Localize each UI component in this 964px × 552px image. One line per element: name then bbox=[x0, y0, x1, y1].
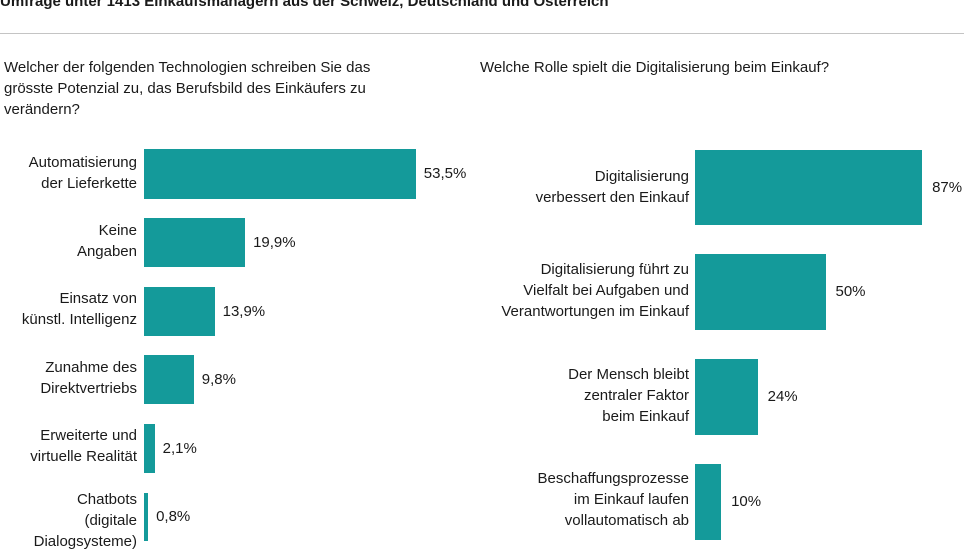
category-label: Automatisierung der Lieferkette bbox=[28, 154, 137, 192]
value-label: 19,9% bbox=[253, 233, 296, 251]
bar bbox=[144, 493, 149, 541]
category-label: Zunahme des Direktvertriebs bbox=[40, 359, 137, 397]
value-label: 13,9% bbox=[222, 302, 266, 320]
value-label: 53,5% bbox=[423, 165, 467, 182]
divider bbox=[0, 33, 964, 34]
bar bbox=[144, 218, 246, 267]
category-label: Erweiterte und virtuelle Realität bbox=[30, 427, 137, 465]
value-label: 50% bbox=[835, 283, 866, 300]
bar bbox=[144, 424, 155, 473]
chart-right-title: Welche Rolle spielt die Digitalisierung … bbox=[480, 59, 830, 76]
category-label: Beschaffungsprozesse im Einkauf laufen vol… bbox=[537, 470, 690, 529]
category-label: Keine Angaben bbox=[76, 222, 137, 260]
value-label: 24% bbox=[767, 388, 798, 405]
category-label: Digitalisierung führt zu Vielfalt bei Auf… bbox=[501, 261, 689, 320]
value-label: 87% bbox=[932, 178, 963, 196]
value-label: 9,8% bbox=[201, 370, 236, 388]
bar bbox=[144, 149, 416, 199]
category-label: Einsatz von künstl. Intelligenz bbox=[21, 290, 137, 328]
category-label: Chatbots (digitale Dialogsysteme) bbox=[33, 491, 137, 550]
value-label: 10% bbox=[731, 493, 762, 510]
bar bbox=[695, 464, 722, 540]
bar bbox=[144, 287, 215, 336]
bar bbox=[144, 355, 194, 404]
bar bbox=[695, 150, 923, 225]
bar bbox=[695, 359, 758, 435]
bar bbox=[695, 254, 826, 330]
category-label: Digitalisierung verbessert den Einkauf bbox=[535, 168, 689, 206]
value-label: 0,8% bbox=[156, 508, 191, 525]
chart-left-title: Welcher der folgenden Technologien schre… bbox=[4, 59, 371, 118]
value-label: 2,1% bbox=[162, 439, 197, 457]
category-label: Der Mensch bleibt zentraler Faktor beim Ei… bbox=[568, 366, 689, 425]
headline: Umfrage unter 1413 Einkaufsmanagern aus … bbox=[0, 0, 609, 10]
